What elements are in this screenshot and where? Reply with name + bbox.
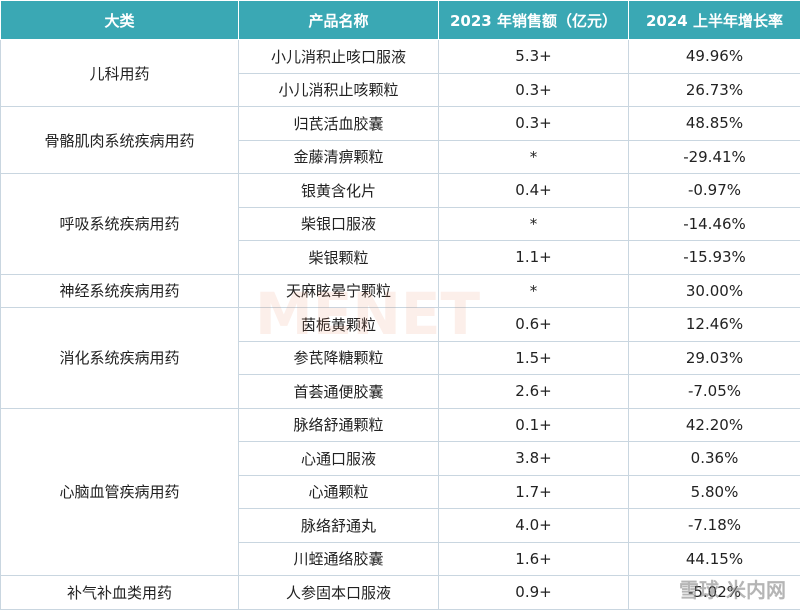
product-cell: 银黄含化片 [239, 174, 439, 208]
sales-cell: 0.4+ [439, 174, 629, 208]
growth-cell: 42.20% [629, 408, 800, 442]
sales-cell: * [439, 274, 629, 308]
header-cell: 产品名称 [239, 1, 439, 40]
sales-cell: 1.5+ [439, 341, 629, 375]
header-cell: 2024 上半年增长率 [629, 1, 800, 40]
sales-cell: 0.1+ [439, 408, 629, 442]
sales-cell: 0.3+ [439, 73, 629, 107]
growth-cell: 49.96% [629, 40, 800, 74]
growth-cell: -14.46% [629, 207, 800, 241]
sales-cell: 2.6+ [439, 375, 629, 409]
product-cell: 小儿消积止咳口服液 [239, 40, 439, 74]
sales-cell: 0.9+ [439, 576, 629, 610]
growth-cell: -29.41% [629, 140, 800, 174]
product-cell: 茵栀黄颗粒 [239, 308, 439, 342]
category-cell: 呼吸系统疾病用药 [1, 174, 239, 275]
category-cell: 神经系统疾病用药 [1, 274, 239, 308]
category-cell: 补气补血类用药 [1, 576, 239, 610]
product-cell: 天麻眩晕宁颗粒 [239, 274, 439, 308]
header-cell: 2023 年销售额（亿元） [439, 1, 629, 40]
product-cell: 首荟通便胶囊 [239, 375, 439, 409]
product-cell: 小儿消积止咳颗粒 [239, 73, 439, 107]
product-cell: 脉络舒通颗粒 [239, 408, 439, 442]
category-cell: 消化系统疾病用药 [1, 308, 239, 409]
growth-cell: 48.85% [629, 107, 800, 141]
growth-cell: -7.18% [629, 509, 800, 543]
category-cell: 骨骼肌肉系统疾病用药 [1, 107, 239, 174]
growth-cell: -0.97% [629, 174, 800, 208]
sales-cell: 3.8+ [439, 442, 629, 476]
growth-cell: 44.15% [629, 542, 800, 576]
growth-cell: -15.93% [629, 241, 800, 275]
product-cell: 柴银口服液 [239, 207, 439, 241]
growth-cell: 12.46% [629, 308, 800, 342]
growth-cell: 5.80% [629, 475, 800, 509]
product-cell: 脉络舒通丸 [239, 509, 439, 543]
sales-cell: 0.3+ [439, 107, 629, 141]
sales-cell: 1.7+ [439, 475, 629, 509]
category-cell: 儿科用药 [1, 40, 239, 107]
growth-cell: 0.36% [629, 442, 800, 476]
category-cell: 心脑血管疾病用药 [1, 408, 239, 576]
growth-cell: -7.05% [629, 375, 800, 409]
sales-cell: * [439, 140, 629, 174]
product-cell: 心通颗粒 [239, 475, 439, 509]
header-cell: 大类 [1, 1, 239, 40]
sales-cell: 4.0+ [439, 509, 629, 543]
product-cell: 参芪降糖颗粒 [239, 341, 439, 375]
product-cell: 川蛭通络胶囊 [239, 542, 439, 576]
product-cell: 人参固本口服液 [239, 576, 439, 610]
product-cell: 归芪活血胶囊 [239, 107, 439, 141]
sales-cell: 0.6+ [439, 308, 629, 342]
growth-cell: 26.73% [629, 73, 800, 107]
table-row: 神经系统疾病用药天麻眩晕宁颗粒*30.00% [1, 274, 800, 308]
growth-cell: 30.00% [629, 274, 800, 308]
product-cell: 金藤清痹颗粒 [239, 140, 439, 174]
product-cell: 柴银颗粒 [239, 241, 439, 275]
growth-cell: 29.03% [629, 341, 800, 375]
sales-cell: 1.1+ [439, 241, 629, 275]
logo: 雪球 米内网 [679, 574, 786, 603]
sales-cell: * [439, 207, 629, 241]
product-cell: 心通口服液 [239, 442, 439, 476]
sales-cell: 1.6+ [439, 542, 629, 576]
sales-cell: 5.3+ [439, 40, 629, 74]
